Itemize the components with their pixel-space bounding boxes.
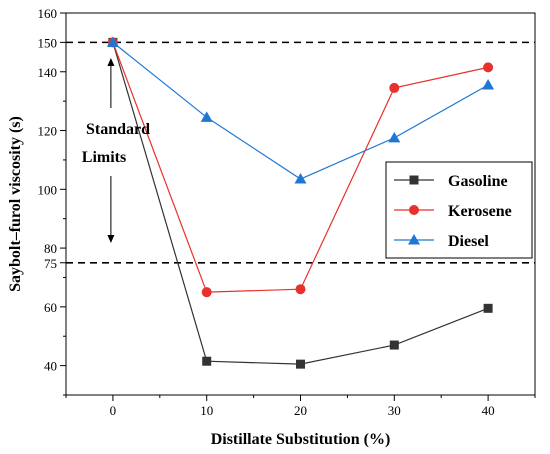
y-tick-label: 60 (44, 300, 57, 315)
y-tick-label: 75 (44, 256, 57, 271)
arrow-up-head (107, 58, 115, 66)
data-point-gasoline (389, 340, 399, 350)
y-tick-label: 150 (38, 35, 58, 50)
data-point-gasoline (202, 356, 212, 366)
legend-marker-gasoline (409, 175, 419, 185)
data-point-diesel (482, 78, 495, 90)
x-tick-label: 10 (200, 403, 213, 418)
legend-label-gasoline: Gasoline (448, 173, 508, 190)
x-tick-label: 20 (294, 403, 307, 418)
data-point-kerosene (483, 62, 494, 73)
x-tick-label: 0 (110, 403, 117, 418)
legend-marker-kerosene (409, 205, 419, 215)
legend-marker-diesel (408, 234, 420, 245)
data-point-kerosene (295, 284, 306, 295)
arrow-down-head (107, 235, 115, 243)
data-point-gasoline (296, 359, 305, 369)
y-axis-title: Saybolt–furol viscosity (s) (7, 116, 24, 292)
standard-limits-label-line2: Limits (82, 149, 126, 166)
data-point-kerosene (201, 287, 212, 298)
data-point-diesel (294, 173, 307, 184)
x-tick-label: 40 (482, 403, 495, 418)
standard-limits-label-line1: Standard (86, 121, 150, 138)
data-point-kerosene (389, 82, 400, 93)
y-tick-label: 100 (38, 182, 58, 197)
y-tick-label: 140 (38, 65, 58, 80)
series-line-diesel (112, 41, 489, 180)
x-axis-title: Distillate Substitution (%) (211, 431, 391, 448)
x-tick-label: 30 (388, 403, 401, 418)
data-point-diesel (388, 131, 401, 143)
y-tick-label: 160 (38, 6, 58, 21)
legend: Gasoline Kerosene Diesel (385, 161, 533, 259)
data-point-gasoline (483, 303, 493, 313)
data-point-diesel (200, 111, 213, 122)
legend-label-kerosene: Kerosene (448, 203, 512, 220)
data-point-diesel (106, 36, 119, 47)
y-tick-label: 80 (44, 241, 57, 256)
y-tick-label: 120 (38, 124, 58, 139)
legend-label-diesel: Diesel (448, 233, 489, 250)
y-tick-label: 40 (44, 359, 57, 374)
